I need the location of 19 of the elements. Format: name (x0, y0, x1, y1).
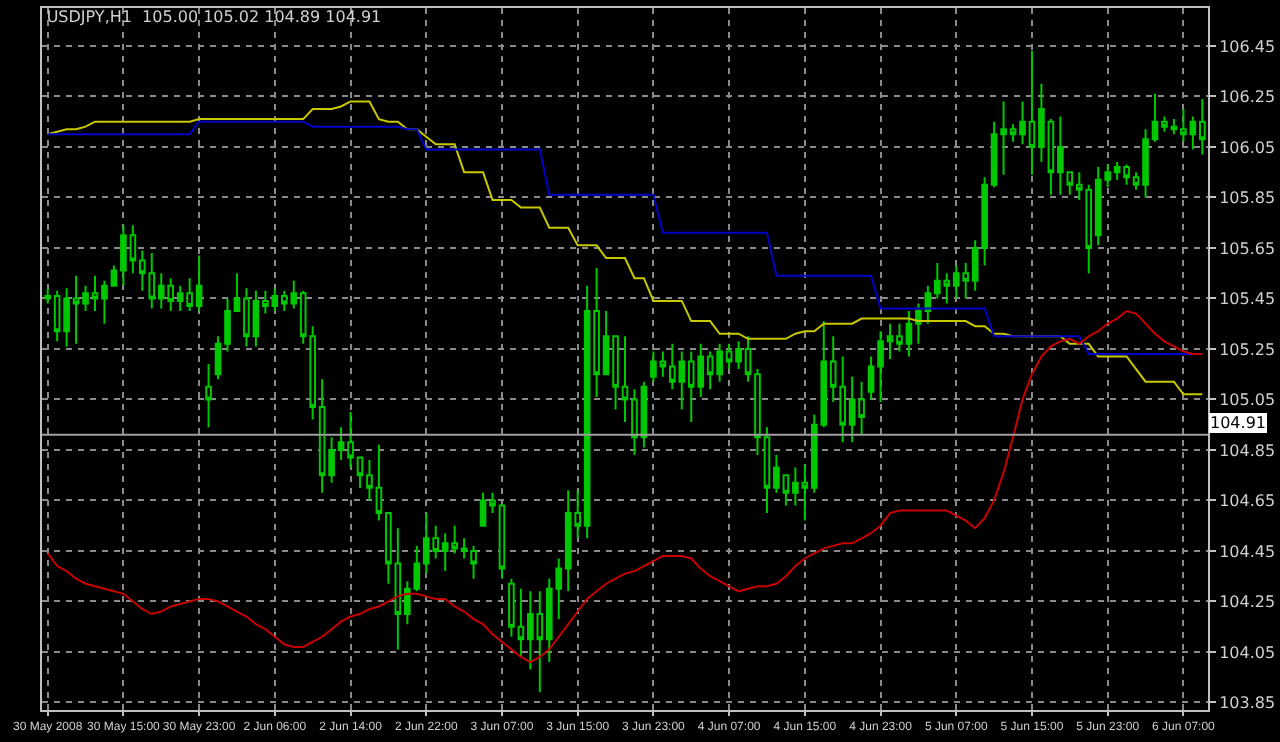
y-tick-label: 103.85 (1219, 694, 1276, 713)
y-tick-label: 104.45 (1219, 542, 1276, 561)
y-tick-label: 105.85 (1219, 188, 1276, 207)
y-tick-label: 105.45 (1219, 290, 1276, 308)
line-series (46, 100, 1204, 396)
y-tick-label: 105.65 (1219, 239, 1276, 258)
y-tick-label: 104.25 (1219, 593, 1276, 612)
y-tick-label: 106.25 (1219, 87, 1276, 106)
y-tick-label: 105.05 (1219, 391, 1276, 409)
y-tick-label: 106.45 (1219, 37, 1276, 56)
ref-line-label: 104.91 (1210, 414, 1266, 432)
chart-title: USDJPY,H1 105.00 105.02 104.89 104.91 (46, 8, 382, 27)
y-tick-label: 106.05 (1219, 138, 1276, 157)
y-tick-label: 104.05 (1219, 643, 1276, 662)
y-tick-label: 104.65 (1219, 492, 1276, 511)
line-series (46, 310, 1204, 664)
candlestick (205, 363, 212, 429)
y-tick-label: 105.25 (1219, 340, 1276, 359)
y-tick-label: 104.85 (1219, 441, 1276, 460)
